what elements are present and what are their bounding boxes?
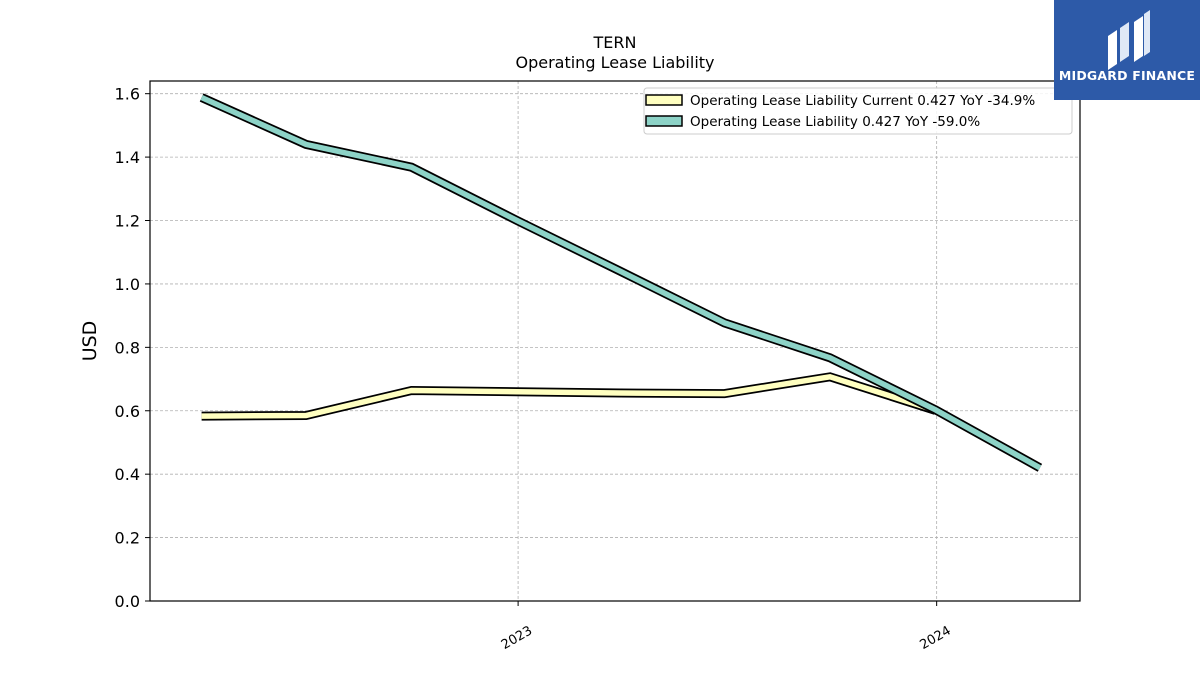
x-axis-ticks: 2023 2024 xyxy=(499,601,954,653)
series-line xyxy=(201,373,937,419)
plot-frame xyxy=(149,80,1081,602)
y-axis-ticks: 0.0 0.2 0.4 0.6 0.8 1.0 1.2 1.4 1.6 xyxy=(115,85,150,611)
y-tick-label: 1.2 xyxy=(115,212,140,231)
y-tick-label: 0.4 xyxy=(115,465,140,484)
y-tick-label: 0.2 xyxy=(115,529,140,548)
legend-label: Operating Lease Liability 0.427 YoY -59.… xyxy=(690,114,980,130)
y-tick-label: 0.6 xyxy=(115,402,140,421)
y-tick-label: 1.6 xyxy=(115,85,140,104)
logo-text: MIDGARD FINANCE xyxy=(1058,68,1196,83)
legend-swatch xyxy=(645,115,683,127)
series-0 xyxy=(201,372,937,421)
logo-mark-icon xyxy=(1108,10,1150,70)
y-tick-label: 0.0 xyxy=(115,592,140,611)
y-tick-label: 0.8 xyxy=(115,338,140,357)
y-tick-label: 1.0 xyxy=(115,275,140,294)
x-tick-label: 2024 xyxy=(917,623,953,653)
legend-label: Operating Lease Liability Current 0.427 … xyxy=(690,93,1035,109)
series-1 xyxy=(199,93,1043,472)
series-layer xyxy=(199,93,1043,472)
series-line-outline xyxy=(201,372,937,421)
legend-frame xyxy=(643,87,1073,135)
gridlines xyxy=(150,81,1080,602)
series-line xyxy=(200,94,1042,471)
chart-subtitle: Operating Lease Liability xyxy=(515,53,714,72)
chart-title: TERN xyxy=(593,33,637,52)
midgard-finance-logo: MIDGARD FINANCE xyxy=(1054,0,1200,100)
y-tick-label: 1.4 xyxy=(115,148,140,167)
legend: Operating Lease Liability Current 0.427 … xyxy=(643,87,1073,135)
y-axis-label: USD xyxy=(79,321,101,362)
legend-swatch xyxy=(645,94,683,106)
x-tick-label: 2023 xyxy=(499,623,535,653)
